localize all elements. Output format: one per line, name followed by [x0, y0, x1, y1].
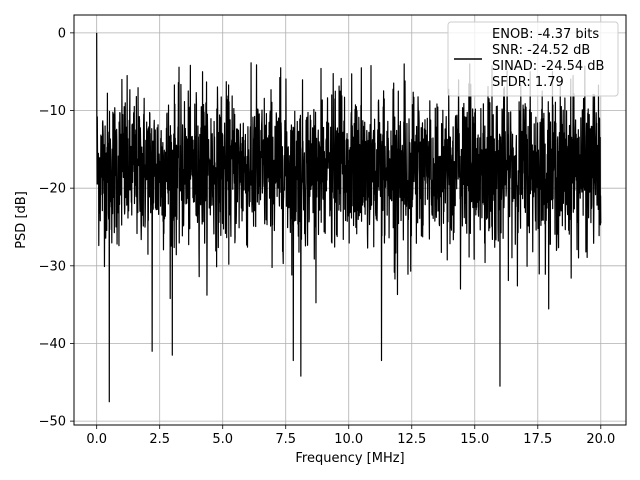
x-tick-label: 0.0 [86, 432, 107, 447]
legend-entry-sinad: SINAD: -24.54 dB [492, 59, 604, 74]
legend-entry-snr: SNR: -24.52 dB [492, 43, 590, 58]
y-tick-label: −40 [39, 337, 66, 352]
legend-entry-enob: ENOB: -4.37 bits [492, 27, 599, 42]
y-tick-label: −30 [39, 259, 66, 274]
x-tick-label: 7.5 [275, 432, 296, 447]
x-tick-label: 20.0 [586, 432, 615, 447]
x-tick-label: 10.0 [334, 432, 363, 447]
plot-frame [73, 14, 627, 426]
legend: ENOB: -4.37 bits SNR: -24.52 dB SINAD: -… [447, 21, 619, 97]
y-tick-label: −50 [39, 415, 66, 430]
y-tick-label: −10 [39, 104, 66, 119]
psd-series-line [96, 32, 602, 403]
x-tick-label: 12.5 [397, 432, 426, 447]
x-tick-label: 15.0 [460, 432, 489, 447]
legend-entry-sfdr: SFDR: 1.79 [492, 75, 564, 90]
y-tick-label: 0 [58, 26, 66, 41]
x-axis-label: Frequency [MHz] [295, 451, 404, 466]
x-tick-label: 17.5 [523, 432, 552, 447]
y-axis-ticks: 0 −10 −20 −30 −40 −50 [39, 26, 74, 430]
psd-line-series [96, 32, 602, 403]
x-tick-label: 5.0 [212, 432, 233, 447]
x-tick-label: 2.5 [149, 432, 170, 447]
y-axis-label: PSD [dB] [14, 191, 29, 249]
x-axis-ticks: 0.0 2.5 5.0 7.5 10.0 12.5 15.0 17.5 20.0 [86, 425, 615, 447]
y-tick-label: −20 [39, 182, 66, 197]
legend-box [447, 21, 619, 97]
